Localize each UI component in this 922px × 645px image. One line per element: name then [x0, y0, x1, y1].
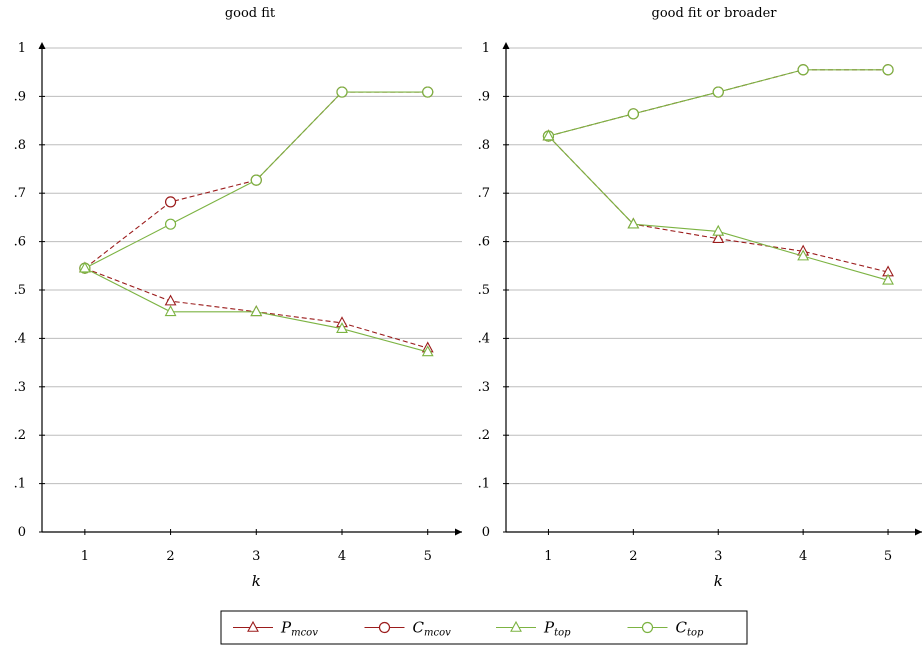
x-tick-label: 4 — [799, 549, 807, 564]
legend-entry: Pmcov — [233, 619, 318, 639]
y-tick-label: .8 — [478, 138, 490, 153]
x-tick-label: 5 — [424, 549, 432, 564]
y-tick-label: .7 — [478, 186, 490, 201]
data-point-circle — [797, 64, 809, 76]
y-tick-label: .5 — [14, 283, 26, 298]
y-tick-label: .5 — [478, 283, 490, 298]
legend-entry: Cmcov — [364, 619, 452, 639]
y-tick-label: .4 — [14, 331, 26, 346]
y-tick-label: .1 — [478, 477, 490, 492]
y-tick-label: 1 — [482, 41, 490, 56]
legend-entry: Ctop — [627, 619, 705, 639]
series-line — [548, 69, 889, 137]
data-point-circle — [627, 108, 639, 120]
y-tick-label: .9 — [478, 89, 490, 104]
data-point-circle — [882, 64, 894, 76]
data-point-triangle — [542, 129, 555, 141]
legend-marker-circle — [641, 621, 654, 634]
series-line — [548, 69, 889, 137]
series-c-top — [79, 86, 434, 274]
y-axis-arrow — [502, 42, 510, 49]
legend-marker-triangle — [510, 620, 522, 632]
data-point-triangle — [627, 217, 640, 229]
series-line — [548, 135, 889, 281]
y-tick-label: 1 — [18, 41, 26, 56]
y-axis-arrow — [38, 42, 46, 49]
series-c-mcov — [542, 64, 894, 142]
data-point-circle — [164, 218, 177, 230]
y-tick-label: .3 — [14, 380, 26, 395]
x-axis-label: k — [252, 572, 261, 590]
x-tick-label: 2 — [629, 549, 637, 564]
data-point-triangle — [78, 261, 91, 273]
x-tick-label: 3 — [714, 549, 722, 564]
data-point-circle — [422, 86, 434, 98]
data-point-circle — [250, 174, 262, 186]
legend-label: Pmcov — [280, 619, 318, 639]
y-tick-label: 0 — [482, 525, 490, 540]
x-tick-label: 2 — [166, 549, 174, 564]
x-axis-arrow — [915, 528, 922, 536]
series-p-top — [542, 129, 894, 285]
x-tick-label: 1 — [544, 549, 552, 564]
legend-marker-circle — [378, 621, 391, 634]
series-c-top — [542, 64, 894, 142]
legend-label: Cmcov — [413, 619, 452, 639]
y-tick-label: .1 — [14, 477, 26, 492]
chart-panel-2: good fit or broader 0 .1 .2 .3 .4 .5 .6 .7 .8 .9 1 1… — [478, 6, 922, 590]
legend-label: Ptop — [543, 619, 571, 639]
y-tick-label: .6 — [14, 235, 26, 250]
data-point-circle — [336, 86, 348, 98]
data-point-triangle — [712, 224, 725, 236]
data-point-circle — [164, 196, 177, 208]
legend-label: Ctop — [676, 619, 705, 639]
legend-marker-triangle — [247, 620, 259, 632]
data-point-triangle — [712, 232, 725, 243]
chart-panel-1: good fit 0 .1 .2 .3 .4 .5 .6 .7 .8 .9 1 1 2 3 4 5 k — [14, 6, 462, 590]
data-point-triangle — [421, 345, 434, 357]
series-p-top — [78, 261, 434, 357]
y-tick-label: .8 — [14, 138, 26, 153]
data-point-triangle — [250, 305, 263, 317]
y-tick-label: .6 — [478, 235, 490, 250]
legend-entry: Ptop — [496, 619, 571, 639]
series-p-mcov — [542, 129, 894, 277]
legend: Pmcov Cmcov Ptop Ctop — [220, 610, 748, 645]
y-tick-label: .4 — [478, 331, 490, 346]
x-tick-label: 4 — [338, 549, 346, 564]
data-point-triangle — [336, 322, 348, 334]
x-axis-label: k — [714, 572, 723, 590]
y-tick-label: .2 — [14, 428, 26, 443]
chart-title: good fit or broader — [652, 6, 778, 21]
data-point-triangle — [164, 305, 177, 317]
x-tick-label: 1 — [81, 549, 89, 564]
data-point-triangle — [882, 273, 894, 285]
y-tick-label: .2 — [478, 428, 490, 443]
x-tick-label: 5 — [884, 549, 892, 564]
data-point-triangle — [797, 249, 810, 261]
data-point-circle — [712, 86, 724, 98]
y-tick-label: .3 — [478, 380, 490, 395]
x-axis-arrow — [455, 528, 462, 536]
data-point-triangle — [164, 294, 177, 306]
chart-title: good fit — [225, 6, 276, 21]
series-line — [548, 135, 889, 273]
x-tick-label: 3 — [252, 549, 260, 564]
y-tick-label: .9 — [14, 89, 26, 104]
y-tick-label: 0 — [18, 525, 26, 540]
y-tick-label: .7 — [14, 186, 26, 201]
